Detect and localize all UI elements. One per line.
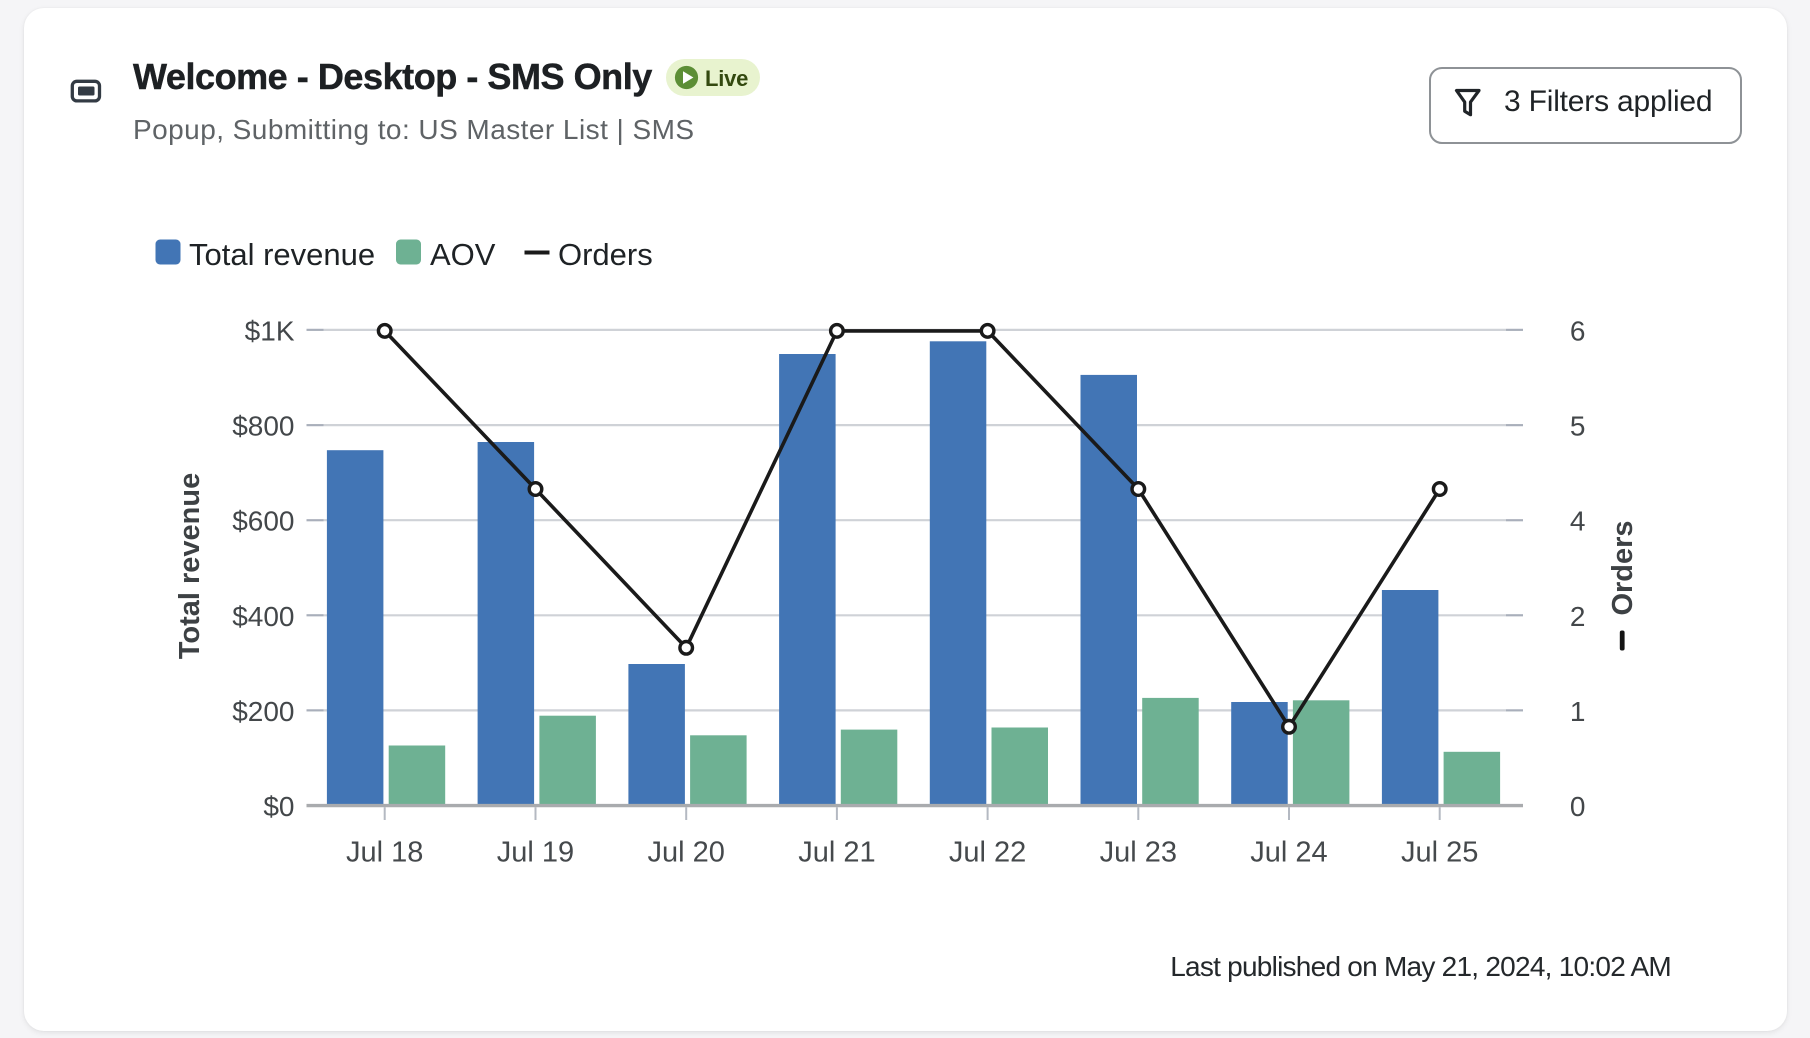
svg-text:Jul 20: Jul 20: [648, 837, 725, 869]
svg-text:$1K: $1K: [245, 315, 295, 346]
svg-text:Total revenue: Total revenue: [189, 237, 375, 272]
svg-text:$400: $400: [232, 601, 294, 632]
svg-text:6: 6: [1570, 315, 1586, 346]
svg-text:Orders: Orders: [1607, 520, 1639, 615]
svg-text:AOV: AOV: [430, 237, 496, 272]
svg-text:$0: $0: [263, 791, 294, 822]
svg-text:Jul 22: Jul 22: [949, 837, 1026, 869]
svg-text:Jul 25: Jul 25: [1401, 837, 1478, 869]
svg-text:Orders: Orders: [558, 237, 653, 272]
svg-text:Total revenue: Total revenue: [174, 473, 206, 659]
svg-text:Jul 19: Jul 19: [497, 837, 574, 869]
svg-text:Jul 21: Jul 21: [798, 837, 875, 869]
svg-text:$800: $800: [232, 411, 294, 442]
svg-text:Jul 18: Jul 18: [346, 837, 423, 869]
svg-text:$600: $600: [232, 506, 294, 537]
svg-text:2: 2: [1570, 601, 1586, 632]
svg-text:Jul 24: Jul 24: [1250, 837, 1327, 869]
svg-text:0: 0: [1570, 791, 1586, 822]
svg-text:$200: $200: [232, 696, 294, 727]
svg-text:1: 1: [1570, 696, 1586, 727]
svg-text:Jul 23: Jul 23: [1100, 837, 1177, 869]
svg-text:5: 5: [1570, 411, 1586, 442]
svg-text:4: 4: [1570, 506, 1586, 537]
